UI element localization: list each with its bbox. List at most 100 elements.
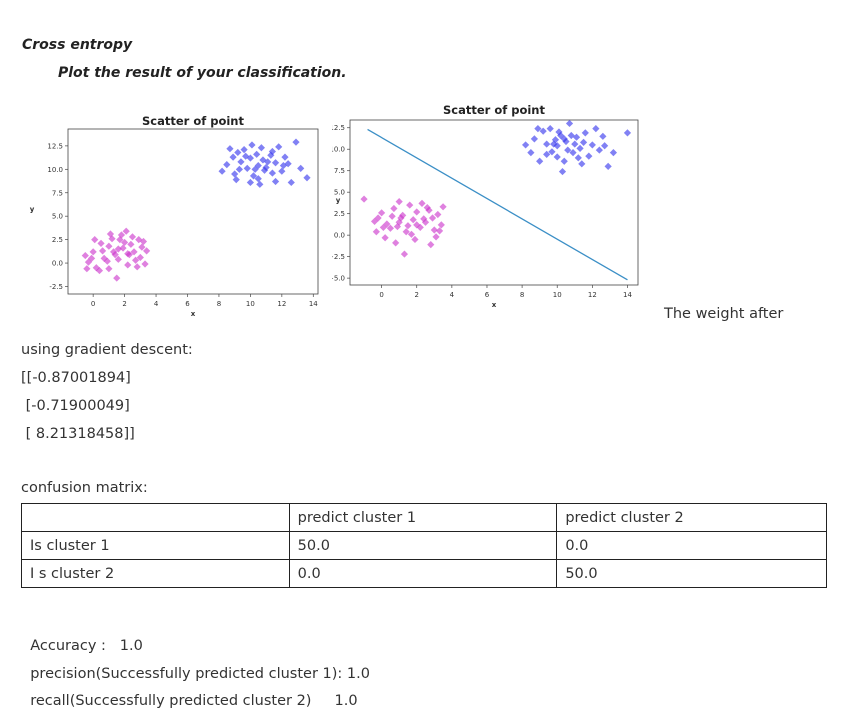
data-point <box>105 265 113 273</box>
data-point <box>242 152 250 160</box>
data-point <box>551 136 560 144</box>
data-point <box>381 234 389 242</box>
data-point <box>579 138 588 146</box>
data-point <box>127 240 135 248</box>
data-point <box>223 161 231 169</box>
data-point <box>249 172 258 180</box>
data-point <box>119 244 127 252</box>
x-axis-label: x <box>191 310 196 318</box>
x-tick-label: 0 <box>379 291 383 299</box>
data-point <box>113 274 121 282</box>
weight-row-2: [-0.71900049] <box>21 398 130 414</box>
accuracy-value: 1.0 <box>119 638 143 654</box>
weight-intro-2: using gradient descent: <box>21 342 193 358</box>
data-point <box>543 150 551 158</box>
x-tick-label: 8 <box>217 300 221 308</box>
data-point <box>229 153 237 161</box>
y-tick-label: -2.5 <box>49 283 63 291</box>
data-point <box>81 251 89 260</box>
plot-frame <box>67 128 319 295</box>
data-point <box>402 228 410 236</box>
y-tick-label: 10.0 <box>47 166 63 174</box>
weight-row-1: [[-0.87001894] <box>21 370 131 386</box>
data-point <box>379 223 387 232</box>
data-point <box>543 140 551 148</box>
table-row: predict cluster 1 predict cluster 2 <box>21 503 827 532</box>
data-point <box>374 214 382 222</box>
data-point <box>121 238 129 247</box>
data-point <box>435 227 444 235</box>
data-point <box>97 239 105 247</box>
data-point <box>287 178 295 187</box>
data-point <box>143 247 151 255</box>
x-axis-label: x <box>492 301 497 309</box>
data-point <box>122 227 130 235</box>
data-point <box>278 167 286 175</box>
y-tick-label: 12.5 <box>332 124 345 132</box>
data-point <box>609 149 618 157</box>
data-point <box>601 142 609 150</box>
y-tick-label: 2.5 <box>52 236 63 244</box>
x-tick-label: 12 <box>588 291 597 299</box>
data-point <box>248 141 256 149</box>
x-tick-label: 0 <box>91 300 95 308</box>
data-point <box>588 141 596 149</box>
data-point <box>599 132 607 140</box>
data-point <box>409 216 417 224</box>
confusion-matrix-table: predict cluster 1 predict cluster 2 Is c… <box>21 503 827 588</box>
recall-label: recall(Successfully predicted cluster 2) <box>30 693 312 709</box>
data-point <box>303 174 311 182</box>
data-point <box>132 256 140 264</box>
data-point <box>527 149 535 157</box>
page-subheading: Plot the result of your classification. <box>58 65 347 81</box>
data-point <box>623 129 632 137</box>
y-tick-label: 10.0 <box>332 146 345 154</box>
data-point <box>89 248 97 256</box>
data-point <box>267 151 275 159</box>
chart-title: Scatter of point <box>443 103 545 117</box>
y-tick-label: 7.5 <box>334 167 345 175</box>
data-point <box>569 149 577 157</box>
scatter-chart-2: Scatter of point 0 2 4 6 8 10 12 14 −5.0 −2.5 0.0 2.… <box>332 103 639 309</box>
data-point <box>218 167 226 175</box>
table-cell <box>21 503 290 532</box>
data-point <box>234 148 242 157</box>
data-point <box>571 140 579 148</box>
data-point <box>564 146 572 154</box>
data-point <box>243 164 251 172</box>
data-point <box>271 177 280 186</box>
y-tick-label: −5.0 <box>332 275 345 283</box>
data-point <box>262 163 270 172</box>
data-point <box>124 261 132 269</box>
y-tick-label: 7.5 <box>52 189 63 197</box>
y-tick-label: 5.0 <box>334 189 345 197</box>
data-point <box>271 159 280 167</box>
data-point <box>281 153 289 161</box>
y-tick-label: 5.0 <box>52 213 63 221</box>
data-point <box>109 248 118 256</box>
data-point <box>103 257 111 265</box>
y-tick-label: 2.5 <box>334 210 345 218</box>
page-heading: Cross entropy <box>22 37 133 53</box>
data-point <box>98 247 107 255</box>
table-cell: 0.0 <box>288 559 558 588</box>
table-cell: Is cluster 1 <box>21 531 290 560</box>
data-point <box>581 129 589 137</box>
y-tick-label: 12.5 <box>47 142 63 150</box>
scatter-chart-1: Scatter of point 0 2 4 6 8 10 12 14 -2.5 0.0 2.5 5.0… <box>30 114 319 318</box>
data-point <box>226 145 234 153</box>
data-point <box>572 133 581 141</box>
x-tick-label: 8 <box>520 291 524 299</box>
x-tick-label: 6 <box>185 300 190 308</box>
data-point <box>105 242 113 250</box>
data-point <box>114 255 122 263</box>
precision-label: precision(Successfully predicted cluster… <box>30 666 343 682</box>
x-tick-label: 10 <box>246 300 255 308</box>
x-tick-label: 4 <box>154 300 159 308</box>
y-tick-label: 0.0 <box>52 260 63 268</box>
data-point <box>91 236 99 244</box>
table-row: I s cluster 2 0.0 50.0 <box>21 559 827 588</box>
data-point <box>264 158 272 166</box>
data-point <box>237 158 245 166</box>
data-point <box>83 265 91 273</box>
